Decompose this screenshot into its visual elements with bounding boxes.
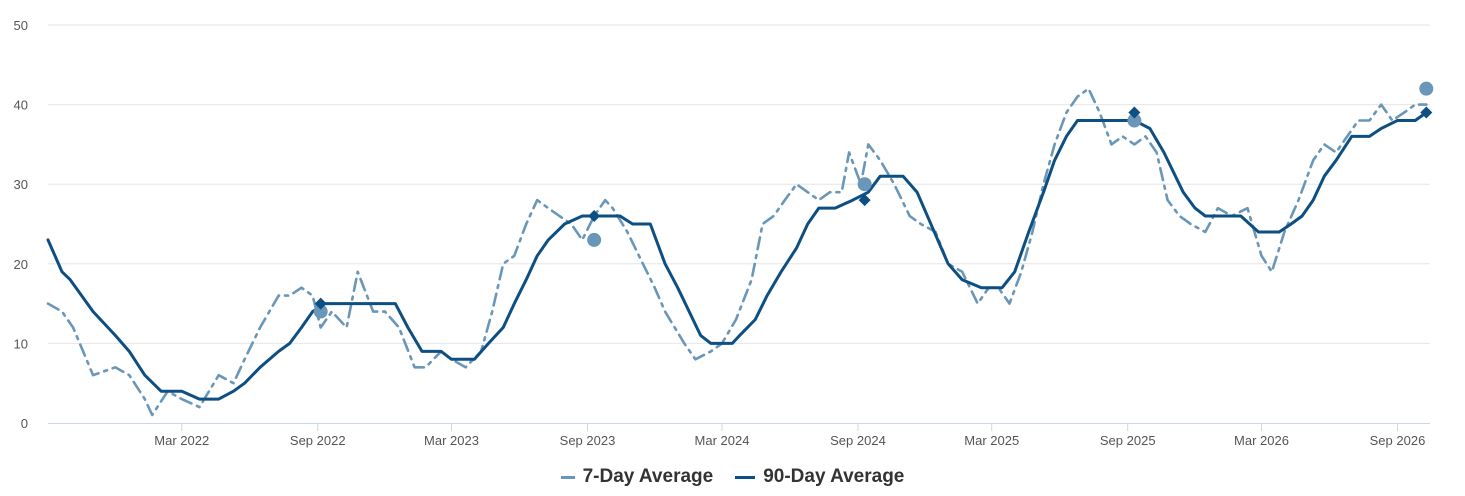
legend-label-7-day-average: 7-Day Average <box>582 466 714 487</box>
y-tick-label: 40 <box>14 98 28 113</box>
legend-label-90-day-average: 90-Day Average <box>763 466 905 487</box>
x-tick-label: Sep 2026 <box>1370 433 1426 448</box>
point-90-day-average <box>1420 106 1433 119</box>
x-tick-label: Sep 2023 <box>560 433 616 448</box>
point-7-day-average <box>313 304 328 319</box>
x-tick-label: Sep 2024 <box>830 433 886 448</box>
series-lines <box>46 87 1428 417</box>
legend-swatch-90-day-average <box>735 475 756 479</box>
y-tick-label: 50 <box>14 18 28 33</box>
series-line-7-day-average <box>46 87 1428 417</box>
legend-swatch-7-day-average <box>560 475 575 479</box>
point-7-day-average <box>1419 81 1434 96</box>
point-7-day-average <box>857 177 872 192</box>
y-tick-label: 0 <box>21 416 28 431</box>
x-tick-label: Mar 2025 <box>964 433 1019 448</box>
x-tick-label: Mar 2024 <box>695 433 750 448</box>
y-tick-label: 30 <box>14 177 28 192</box>
series-markers <box>313 81 1434 319</box>
y-tick-label: 10 <box>14 336 28 351</box>
point-90-day-average <box>858 194 871 207</box>
x-axis-ticks: Mar 2022 Sep 2022 Mar 2023 Sep 2023 Mar 2024… <box>154 423 1425 448</box>
point-90-day-average <box>1128 106 1141 119</box>
point-90-day-average <box>314 297 327 310</box>
series-line-90-day-average <box>46 111 1428 401</box>
x-tick-label: Sep 2025 <box>1100 433 1156 448</box>
x-tick-label: Mar 2022 <box>154 433 209 448</box>
line-chart: 0 10 20 30 40 50 Mar 2022 Sep 2022 Mar 2023 Sep … <box>14 18 1434 448</box>
x-tick-label: Mar 2023 <box>424 433 479 448</box>
gridlines <box>48 24 1430 344</box>
y-axis-ticks: 0 10 20 30 40 50 <box>14 18 28 431</box>
point-90-day-average <box>588 210 601 223</box>
point-7-day-average <box>1127 113 1142 128</box>
x-tick-label: Sep 2022 <box>290 433 346 448</box>
legend-item-7-day-average[interactable]: 7-Day Average <box>560 466 714 488</box>
legend-item-90-day-average[interactable]: 90-Day Average <box>735 466 904 488</box>
legend: 7-Day Average 90-Day Average <box>0 466 1465 488</box>
y-tick-label: 20 <box>14 257 28 272</box>
x-tick-label: Mar 2026 <box>1234 433 1289 448</box>
point-7-day-average <box>587 232 602 247</box>
